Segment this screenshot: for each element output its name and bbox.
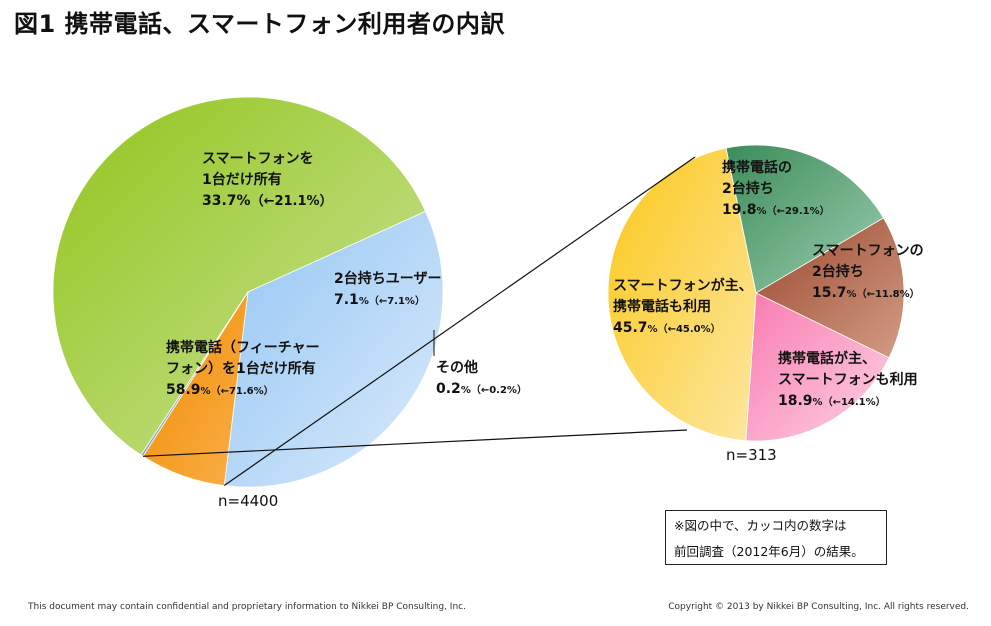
pie1-n-label: n=4400 bbox=[218, 492, 278, 510]
pie2-value-2: 18.9%（←14.1%） bbox=[778, 393, 886, 409]
pie1-slice-1 bbox=[223, 210, 444, 488]
note-line-1: ※図の中で、カッコ内の数字は bbox=[674, 518, 847, 533]
pie2-label-2-line-0: 携帯電話が主、 bbox=[778, 350, 876, 367]
pie2-value-1: 15.7%（←11.8%） bbox=[812, 285, 920, 301]
pie1-label-2: 2台持ちユーザー 7.1%（←7.1%） bbox=[334, 270, 441, 308]
connector-line-top bbox=[223, 156, 696, 487]
pie1-value-1: 33.7%（←21.1%） bbox=[202, 193, 333, 209]
pie1-label-3: その他 0.2%（←0.2%） bbox=[436, 359, 527, 397]
pie2-value-0: 19.8%（←29.1%） bbox=[722, 202, 830, 218]
pie2-label-0-line-1: 2台持ち bbox=[722, 180, 774, 197]
footer-confidential: This document may contain confidential a… bbox=[28, 602, 466, 612]
pie2-label-1: スマートフォンの 2台持ち 15.7%（←11.8%） bbox=[812, 243, 924, 301]
note-line-2: 前回調査（2012年6月）の結果。 bbox=[674, 544, 864, 559]
pie2-slice-0 bbox=[725, 144, 885, 294]
footer-copyright: Copyright © 2013 by Nikkei BP Consulting… bbox=[668, 602, 969, 612]
pie1-value-0: 58.9%（←71.6%） bbox=[166, 382, 274, 398]
pie1-value-3: 0.2%（←0.2%） bbox=[436, 381, 527, 397]
pie2-n-label: n=313 bbox=[726, 446, 777, 464]
pie2-label-1-line-0: スマートフォンの bbox=[812, 243, 924, 259]
pie2-label-1-line-1: 2台持ち bbox=[812, 263, 864, 280]
pie1-label-1: スマートフォンを 1台だけ所有 33.7%（←21.1%） bbox=[202, 151, 333, 209]
pie1-slice-3 bbox=[140, 291, 249, 457]
pie2-label-0: 携帯電話の 2台持ち 19.8%（←29.1%） bbox=[722, 159, 830, 218]
pie1-label-1-line-1: 1台だけ所有 bbox=[202, 171, 282, 188]
pie2-label-0-line-0: 携帯電話の bbox=[722, 159, 792, 176]
pie1-label-2-line-0: 2台持ちユーザー bbox=[334, 270, 441, 287]
pie1-label-3-line-0: その他 bbox=[436, 359, 478, 376]
pie2-label-3-line-0: スマートフォンが主、 bbox=[613, 277, 753, 294]
pie2-value-3: 45.7%（←45.0%） bbox=[613, 320, 721, 336]
pie1-value-2: 7.1%（←7.1%） bbox=[334, 292, 425, 308]
pie2-slice-1 bbox=[755, 217, 905, 359]
connector-line-bottom bbox=[142, 429, 688, 457]
pie1-label-0-line-0: 携帯電話（フィーチャー bbox=[166, 339, 320, 356]
pie2-label-3: スマートフォンが主、携帯電話も利用 45.7%（←45.0%） bbox=[613, 277, 753, 336]
pie1-label-1-line-0: スマートフォンを bbox=[202, 151, 314, 167]
pie1-slice-0 bbox=[52, 96, 427, 456]
note-box: ※図の中で、カッコ内の数字は 前回調査（2012年6月）の結果。 bbox=[665, 510, 887, 565]
pie2-slice-2 bbox=[745, 292, 890, 442]
pie2-label-2: 携帯電話が主、スマートフォンも利用 18.9%（←14.1%） bbox=[778, 350, 918, 409]
pie1-label-0-line-1: フォン）を1台だけ所有 bbox=[166, 360, 316, 377]
pie2-label-3-line-1: 携帯電話も利用 bbox=[613, 298, 711, 315]
pie2-slice-3 bbox=[607, 147, 757, 442]
page-title: 図1 携帯電話、スマートフォン利用者の内訳 bbox=[14, 10, 505, 38]
pie2-label-2-line-1: スマートフォンも利用 bbox=[778, 371, 918, 388]
